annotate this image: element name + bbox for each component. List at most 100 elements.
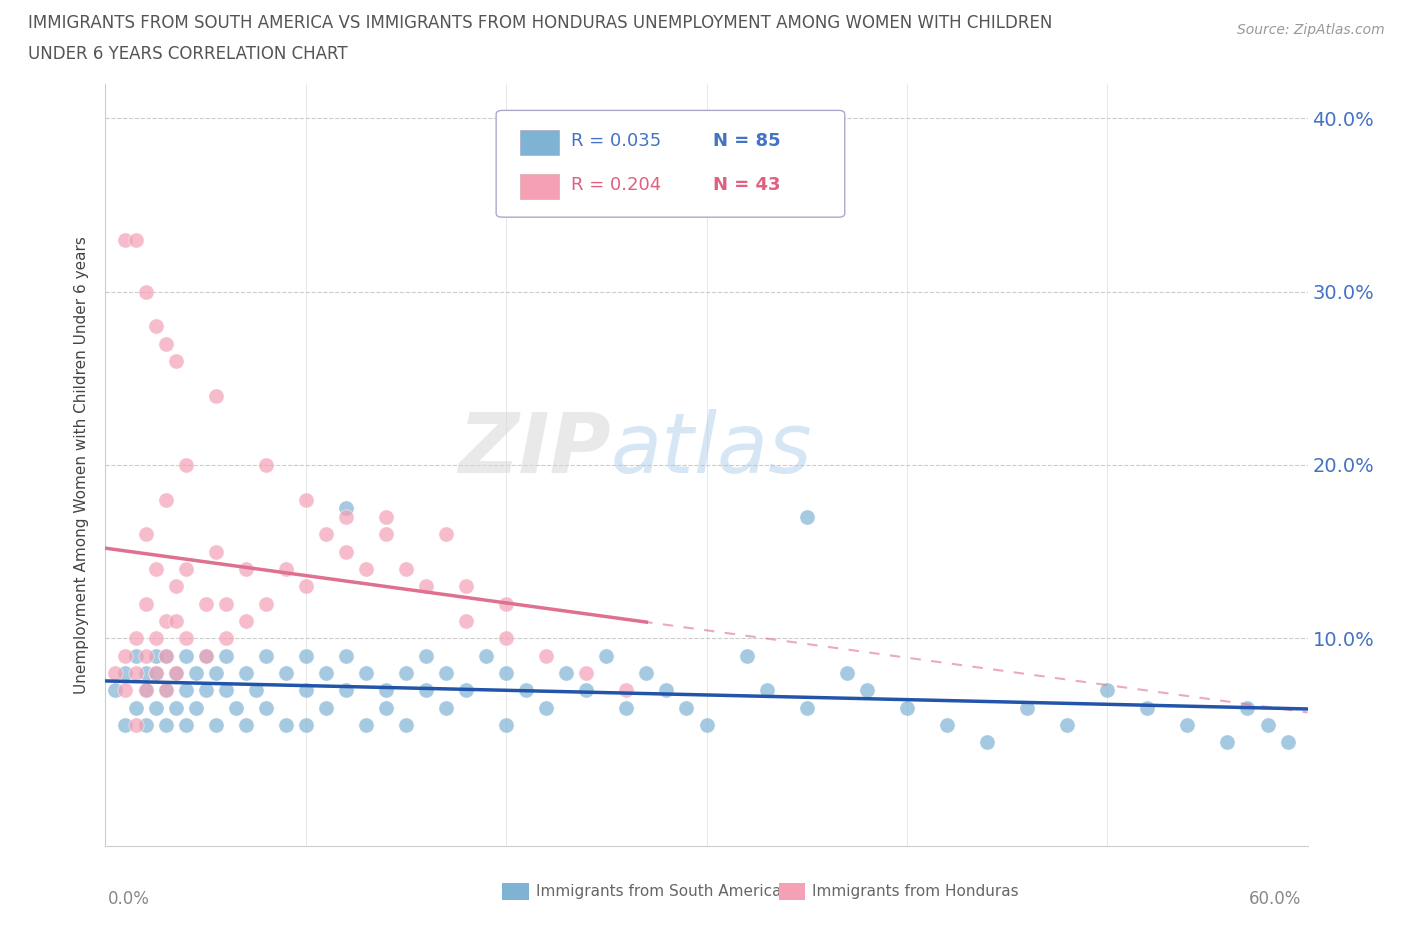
Point: [104, 666, 127, 681]
Point: [145, 648, 167, 663]
Point: [616, 700, 638, 715]
Point: [135, 718, 157, 733]
Point: [165, 578, 187, 593]
Point: [976, 735, 998, 750]
Point: [456, 683, 478, 698]
Point: [335, 510, 357, 525]
Point: [155, 492, 177, 507]
Point: [495, 718, 517, 733]
Point: [1097, 683, 1119, 698]
Point: [254, 648, 277, 663]
Point: [174, 458, 197, 472]
Point: [184, 666, 207, 681]
Point: [375, 683, 398, 698]
Point: [145, 666, 167, 681]
Point: [796, 510, 818, 525]
Point: [245, 683, 267, 698]
Point: [1257, 718, 1279, 733]
Point: [174, 648, 197, 663]
Point: [295, 718, 318, 733]
Point: [124, 718, 146, 733]
Text: R = 0.035: R = 0.035: [571, 132, 661, 150]
Point: [114, 666, 136, 681]
Point: [536, 648, 558, 663]
Point: [145, 562, 167, 577]
FancyBboxPatch shape: [520, 175, 558, 199]
Point: [375, 510, 398, 525]
Point: [225, 700, 247, 715]
Point: [135, 596, 157, 611]
Point: [214, 683, 236, 698]
Point: [295, 648, 318, 663]
Point: [696, 718, 718, 733]
Point: [135, 648, 157, 663]
Point: [214, 631, 236, 645]
Point: [395, 718, 418, 733]
Text: 60.0%: 60.0%: [1249, 890, 1302, 908]
Point: [124, 631, 146, 645]
FancyBboxPatch shape: [779, 883, 806, 899]
Point: [254, 596, 277, 611]
Point: [124, 700, 146, 715]
FancyBboxPatch shape: [520, 130, 558, 154]
Point: [395, 562, 418, 577]
Point: [755, 683, 778, 698]
Point: [145, 319, 167, 334]
Point: [194, 648, 217, 663]
Point: [235, 666, 257, 681]
Point: [274, 562, 297, 577]
Point: [165, 353, 187, 368]
Point: [1017, 700, 1039, 715]
Point: [415, 648, 437, 663]
Point: [475, 648, 498, 663]
Point: [536, 700, 558, 715]
Point: [855, 683, 877, 698]
Point: [104, 683, 127, 698]
Point: [155, 648, 177, 663]
Text: UNDER 6 YEARS CORRELATION CHART: UNDER 6 YEARS CORRELATION CHART: [28, 45, 347, 62]
Point: [204, 718, 226, 733]
Point: [835, 666, 858, 681]
Point: [124, 232, 146, 247]
Point: [415, 683, 437, 698]
Point: [114, 648, 136, 663]
Point: [796, 700, 818, 715]
Point: [375, 527, 398, 542]
Point: [114, 683, 136, 698]
Point: [295, 492, 318, 507]
Point: [636, 666, 658, 681]
Point: [135, 683, 157, 698]
Point: [135, 683, 157, 698]
Point: [214, 596, 236, 611]
Point: [135, 285, 157, 299]
Point: [555, 666, 578, 681]
Point: [155, 683, 177, 698]
Point: [675, 700, 697, 715]
Point: [456, 614, 478, 629]
Point: [1136, 700, 1159, 715]
Text: IMMIGRANTS FROM SOUTH AMERICA VS IMMIGRANTS FROM HONDURAS UNEMPLOYMENT AMONG WOM: IMMIGRANTS FROM SOUTH AMERICA VS IMMIGRA…: [28, 14, 1053, 32]
Point: [194, 683, 217, 698]
Point: [595, 648, 617, 663]
Point: [165, 666, 187, 681]
Text: N = 85: N = 85: [713, 132, 780, 150]
Point: [204, 544, 226, 559]
Point: [174, 631, 197, 645]
Point: [315, 700, 337, 715]
Point: [145, 700, 167, 715]
Point: [335, 683, 357, 698]
Point: [1056, 718, 1078, 733]
Point: [896, 700, 918, 715]
Point: [575, 683, 598, 698]
Point: [135, 666, 157, 681]
Point: [335, 648, 357, 663]
Point: [155, 648, 177, 663]
Point: [165, 700, 187, 715]
Point: [434, 666, 457, 681]
Point: [415, 578, 437, 593]
Point: [616, 683, 638, 698]
Point: [1277, 735, 1299, 750]
Point: [495, 596, 517, 611]
Point: [354, 562, 377, 577]
Point: [174, 683, 197, 698]
